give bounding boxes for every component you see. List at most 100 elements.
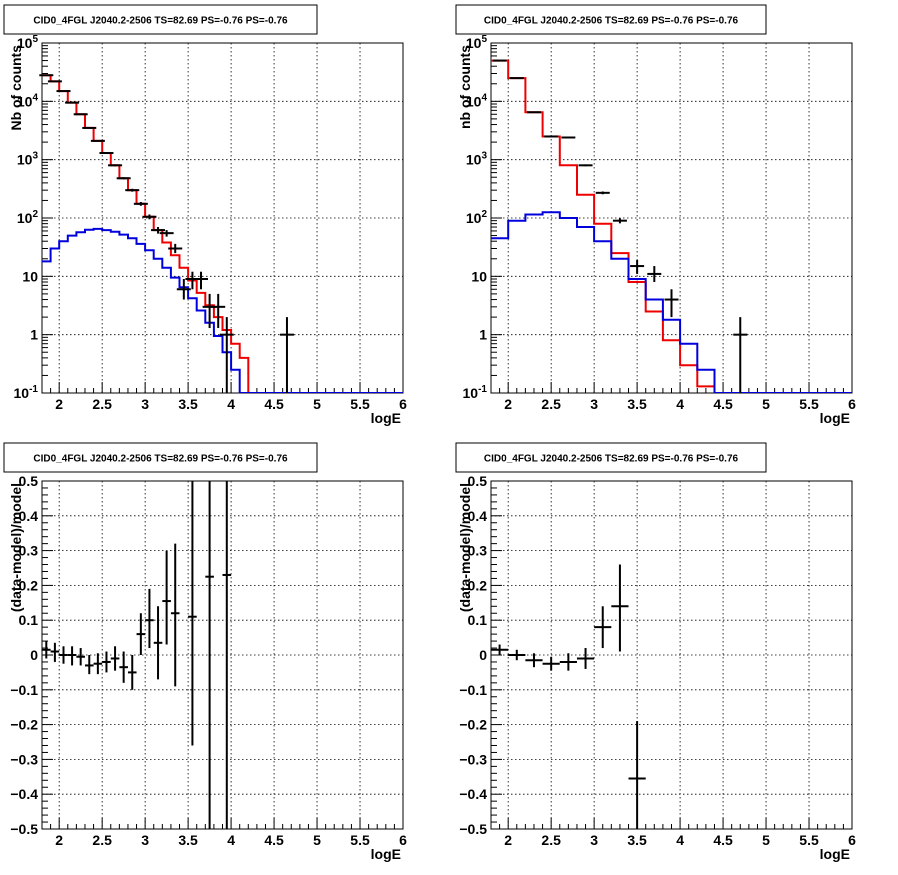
x-tick-label: 4 <box>676 396 684 412</box>
chart-title-box <box>455 4 767 35</box>
y-tick-exponent: -1 <box>29 384 38 395</box>
y-tick-base: 10 <box>17 35 33 51</box>
data-point <box>526 111 541 114</box>
data-point <box>108 164 123 167</box>
x-tick-label: 5.5 <box>350 396 370 412</box>
y-tick-label: −0.2 <box>10 717 38 733</box>
plot-frame <box>41 42 404 394</box>
x-axis-label: logE <box>820 846 850 862</box>
data-point <box>576 648 595 669</box>
data-point <box>647 266 662 282</box>
y-tick-label: 0.4 <box>19 508 39 524</box>
data-point <box>116 177 131 180</box>
y-tick-label: 105 <box>17 34 39 51</box>
y-tick-label: 1 <box>479 327 487 343</box>
y-tick-exponent: 5 <box>481 34 487 45</box>
x-tick-label: 3 <box>590 832 598 848</box>
x-tick-label: 2.5 <box>92 396 112 412</box>
x-tick-label: 3.5 <box>178 832 198 848</box>
y-tick-base: 10 <box>17 152 33 168</box>
data-point <box>125 188 140 192</box>
data-point <box>664 289 679 318</box>
y-tick-label: 1 <box>30 327 38 343</box>
data-point <box>110 646 120 671</box>
x-tick-label: 5 <box>313 396 321 412</box>
data-point <box>67 646 77 666</box>
data-points <box>491 564 646 829</box>
x-tick-label: 2 <box>504 396 512 412</box>
data-point <box>612 218 627 224</box>
data-point <box>561 136 576 139</box>
data-points <box>492 59 748 393</box>
y-tick-base: 10 <box>466 93 482 109</box>
x-tick-label: 2.5 <box>541 832 561 848</box>
data-point <box>176 279 191 300</box>
x-tick-label: 2.5 <box>92 832 112 848</box>
data-point <box>168 243 183 254</box>
data-point <box>82 126 97 129</box>
data-point <box>594 606 612 649</box>
y-tick-label: 104 <box>17 92 39 109</box>
y-tick-exponent: 4 <box>481 92 487 103</box>
x-tick-label: 4 <box>227 832 235 848</box>
y-tick-label: 0.4 <box>468 508 488 524</box>
x-tick-label: 5 <box>313 832 321 848</box>
data-point <box>630 260 645 274</box>
y-tick-label: −0.5 <box>10 821 38 837</box>
data-point <box>733 317 748 393</box>
x-tick-label: 5.5 <box>799 396 819 412</box>
x-tick-label: 6 <box>399 832 407 848</box>
data-point <box>136 613 146 655</box>
y-axis-label: nb of counts <box>457 45 473 129</box>
series-line-2 <box>491 211 852 393</box>
data-point <box>525 653 543 668</box>
x-tick-label: 6 <box>848 396 856 412</box>
y-tick-exponent: -1 <box>478 384 487 395</box>
x-tick-label: 2 <box>504 832 512 848</box>
y-tick-label: 0.5 <box>19 473 39 489</box>
y-tick-label: 0.3 <box>468 543 488 559</box>
y-tick-label: −0.4 <box>10 786 38 802</box>
y-tick-label: 104 <box>466 92 488 109</box>
data-point <box>508 649 526 661</box>
y-tick-exponent: 3 <box>481 151 487 162</box>
data-point <box>279 317 294 393</box>
data-point <box>492 59 507 62</box>
chart-title-box <box>3 4 318 35</box>
axis-ticks <box>490 480 853 830</box>
x-tick-label: 3.5 <box>627 396 647 412</box>
data-point <box>611 564 629 652</box>
data-point <box>76 648 85 666</box>
data-point <box>119 651 128 683</box>
data-point <box>153 606 163 680</box>
data-point <box>170 543 180 687</box>
data-point <box>142 214 157 220</box>
data-points <box>39 74 294 393</box>
data-point <box>102 651 111 673</box>
x-axis-label: logE <box>371 846 401 862</box>
y-tick-exponent: 4 <box>32 92 38 103</box>
y-tick-label: 0.2 <box>19 577 39 593</box>
y-tick-label: 103 <box>17 151 39 168</box>
x-tick-label: 2 <box>55 396 63 412</box>
data-point <box>151 227 166 234</box>
y-axis-label: (data-model)/model <box>457 483 473 612</box>
y-tick-label: −0.3 <box>459 751 487 767</box>
x-tick-label: 3.5 <box>178 396 198 412</box>
y-axis-label: Nb of counts <box>8 45 24 131</box>
plot-frame <box>490 480 853 830</box>
x-tick-label: 3 <box>141 396 149 412</box>
chart-panel-4: CID0_4FGL J2040.2-2506 TS=82.69 PS=-0.76… <box>455 442 856 862</box>
y-tick-label: 102 <box>466 209 488 226</box>
y-tick-label: −0.3 <box>10 751 38 767</box>
data-point <box>99 152 114 155</box>
data-point <box>73 113 88 116</box>
chart-title: CID0_4FGL J2040.2-2506 TS=82.69 PS=-0.76… <box>484 16 739 27</box>
y-tick-label: 0.2 <box>468 577 488 593</box>
data-point <box>65 101 80 104</box>
y-tick-label: 0.1 <box>19 612 39 628</box>
y-tick-base: 10 <box>17 210 33 226</box>
grid <box>491 481 852 829</box>
x-tick-label: 6 <box>848 832 856 848</box>
